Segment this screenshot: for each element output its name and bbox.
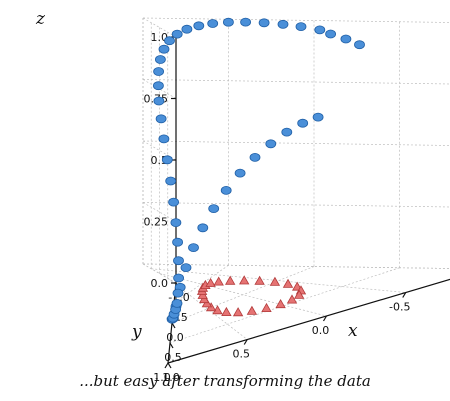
wall-grid-line [142, 79, 450, 85]
data-point-circle [171, 298, 183, 308]
data-point-circle [312, 112, 324, 122]
data-point-circle [240, 17, 252, 27]
floor-grid-line [169, 267, 400, 344]
data-point-triangle [269, 276, 281, 286]
data-point-circle [340, 34, 352, 44]
floor-grid-line [171, 266, 315, 324]
data-point-circle [325, 29, 337, 39]
data-point-circle [207, 19, 219, 28]
data-point-circle [277, 19, 289, 29]
data-point-triangle [205, 277, 216, 287]
data-point-circle [172, 237, 184, 247]
points-layer [152, 17, 365, 324]
data-point-circle [158, 134, 170, 144]
floor-grid-line [151, 268, 406, 293]
data-point-circle [265, 139, 277, 149]
y-tick-mark [322, 315, 328, 322]
floor-grid-line [173, 264, 229, 304]
data-point-circle [188, 243, 199, 253]
y-tick-mark [243, 339, 248, 345]
data-point-circle [168, 197, 180, 207]
data-point-circle [164, 36, 175, 46]
data-point-circle [165, 176, 177, 186]
data-point-triangle [225, 275, 236, 285]
y-tick-label: 0.5 [233, 348, 251, 361]
x-tick-label: 0.5 [164, 351, 182, 364]
y-tick-label: -0.5 [389, 301, 410, 314]
x-tick-label: 1.0 [162, 371, 180, 384]
data-point-triangle [286, 294, 298, 304]
z-tick-label: 1.0 [151, 31, 169, 44]
x-axis-label: x [348, 321, 358, 341]
data-point-circle [281, 127, 293, 137]
data-point-circle [354, 40, 365, 50]
data-point-circle [297, 118, 309, 128]
data-point-triangle [254, 275, 265, 285]
x-tick-mark [171, 322, 176, 329]
x-tick-label: 0.0 [166, 331, 184, 344]
data-point-triangle [232, 307, 244, 317]
y-tick-label: 0.0 [312, 324, 330, 337]
data-point-circle [171, 29, 183, 39]
z-tick-label: 0.25 [144, 216, 169, 229]
data-point-circle [153, 67, 165, 76]
data-point-triangle [221, 306, 232, 316]
data-point-circle [152, 81, 164, 91]
wall-grid-line [142, 202, 450, 208]
data-point-circle [222, 17, 234, 27]
figure-caption: ...but easy after transforming the data [79, 372, 371, 390]
y-tick-label: 1.0 [153, 371, 171, 384]
data-point-circle [208, 204, 220, 214]
data-point-triangle [294, 289, 305, 299]
data-point-triangle [239, 275, 250, 285]
data-point-circle [258, 18, 270, 28]
data-point-circle [173, 256, 184, 266]
data-point-triangle [213, 276, 224, 286]
data-point-circle [181, 24, 193, 34]
data-point-circle [153, 96, 165, 106]
data-point-circle [295, 22, 307, 32]
data-point-circle [161, 155, 173, 165]
wall-grid-line [142, 140, 450, 146]
wall-grid-line [142, 17, 450, 23]
data-point-circle [170, 218, 182, 228]
data-point-circle [173, 273, 185, 283]
ticks-layer: 0.00.250.50.751.0-1.0-0.50.00.51.0-1.0-0… [144, 31, 411, 384]
x-tick-mark [167, 362, 172, 369]
z-tick-label: 0.0 [151, 277, 169, 290]
data-point-triangle [275, 298, 286, 309]
data-point-circle [158, 44, 170, 54]
data-point-circle [234, 168, 246, 178]
z-axis-label: z [35, 9, 46, 29]
data-point-triangle [246, 305, 258, 315]
data-point-circle [249, 152, 261, 162]
x-tick-mark [169, 342, 174, 349]
axes-layer [167, 37, 450, 364]
floor-grid-line [159, 273, 327, 317]
data-point-triangle [282, 278, 294, 288]
data-point-circle [172, 288, 184, 298]
data-point-circle [314, 25, 326, 35]
y-tick-mark [402, 292, 407, 298]
wall-grid-line [142, 263, 450, 269]
y-axis-label: y [131, 322, 142, 342]
data-point-circle [220, 185, 232, 195]
y-tick-mark [164, 362, 169, 369]
data-point-circle [180, 263, 192, 273]
data-point-circle [197, 223, 209, 233]
data-point-circle [154, 55, 166, 64]
data-point-circle [193, 21, 205, 31]
data-point-triangle [261, 302, 272, 312]
data-point-circle [155, 114, 167, 124]
